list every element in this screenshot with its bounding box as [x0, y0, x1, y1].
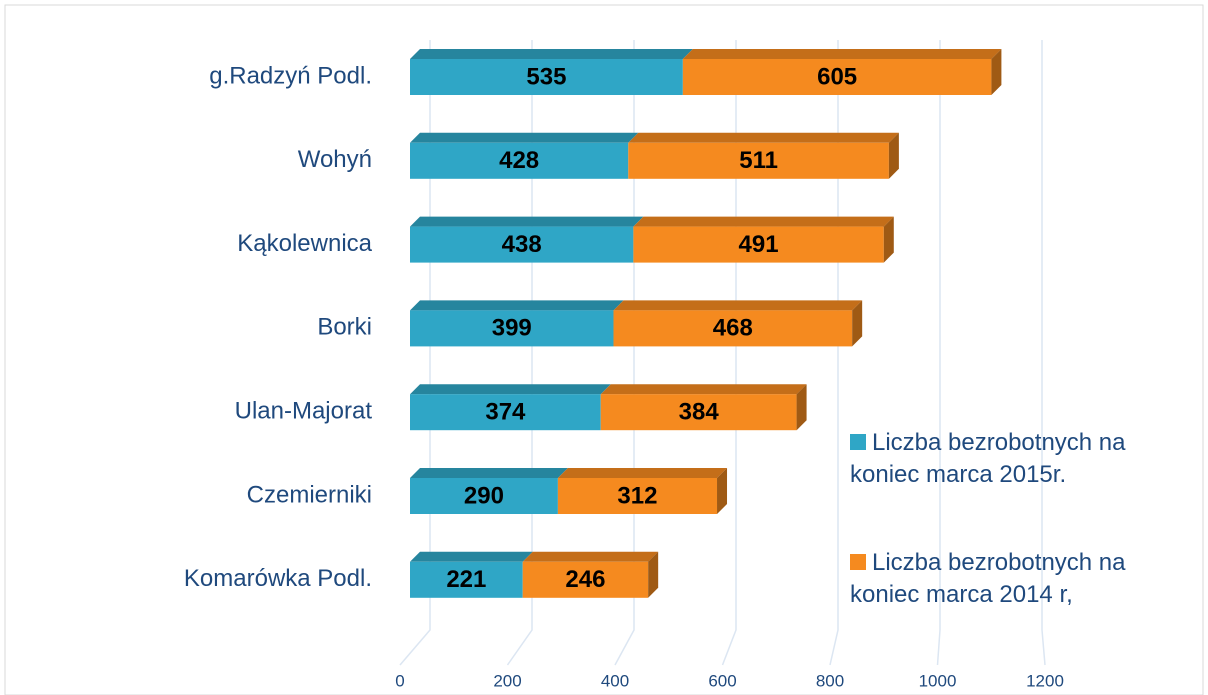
bar-top — [410, 132, 639, 143]
bar-top — [410, 300, 624, 311]
y-tick-label: Borki — [317, 314, 372, 341]
bar-top — [410, 384, 611, 395]
bar-top — [410, 551, 533, 562]
y-tick-label: g.Radzyń Podl. — [209, 62, 372, 89]
bar — [410, 394, 601, 431]
y-tick-label: Ulan-Majorat — [235, 398, 373, 425]
bar — [410, 310, 614, 347]
legend-entry: Liczba bezrobotnych na koniec marca 2014… — [850, 547, 1190, 611]
value-label: 374 — [485, 399, 526, 426]
bar — [410, 478, 558, 514]
value-label: 290 — [464, 482, 504, 509]
bar — [628, 142, 889, 179]
x-tick-label: 1200 — [1026, 671, 1064, 690]
x-tick-label: 600 — [708, 671, 736, 690]
bar — [682, 59, 992, 95]
value-label: 491 — [739, 231, 779, 258]
bar — [410, 142, 629, 179]
bar-top — [613, 300, 863, 311]
bar-top — [600, 384, 807, 395]
x-tick-label: 1000 — [919, 671, 957, 690]
bar-side — [717, 468, 728, 514]
legend-swatch — [850, 434, 866, 450]
bar — [522, 561, 649, 598]
bar-side — [991, 49, 1002, 95]
value-label: 511 — [739, 147, 778, 174]
bar-top — [633, 216, 894, 227]
legend-label: Liczba bezrobotnych na koniec marca 2015… — [850, 429, 1126, 488]
bar-top — [522, 551, 659, 562]
legend-entry: Liczba bezrobotnych na koniec marca 2015… — [850, 427, 1190, 491]
y-tick-label: Wohyń — [298, 146, 372, 173]
bar-top — [410, 468, 568, 478]
bar-side — [852, 300, 863, 347]
bar — [613, 310, 853, 347]
x-tick-label: 200 — [493, 671, 521, 690]
bar — [557, 478, 718, 514]
bar — [633, 226, 884, 263]
y-tick-label: Czemierniki — [247, 481, 372, 508]
value-label: 605 — [817, 63, 857, 90]
value-label: 384 — [679, 399, 720, 426]
bar — [600, 394, 797, 431]
y-tick-label: Komarówka Podl. — [184, 565, 372, 592]
bar-top — [410, 216, 644, 227]
grid-line — [936, 40, 941, 666]
bar-side — [883, 216, 894, 263]
bar-top — [628, 132, 899, 143]
bar-side — [648, 551, 659, 598]
bar — [410, 59, 683, 95]
value-label: 468 — [713, 315, 753, 342]
legend-swatch — [850, 554, 866, 570]
bar-top — [557, 468, 728, 478]
y-tick-label: Kąkolewnica — [237, 230, 372, 257]
frame — [4, 4, 1204, 695]
grid-line — [1041, 40, 1046, 666]
bar-top — [682, 49, 1002, 59]
value-label: 246 — [565, 566, 605, 593]
bar-side — [796, 384, 807, 431]
value-label: 221 — [446, 566, 486, 593]
value-label: 312 — [617, 482, 657, 509]
bar-side — [888, 132, 899, 179]
x-tick-label: 800 — [816, 671, 844, 690]
bar — [410, 561, 523, 598]
value-label: 428 — [499, 147, 539, 174]
x-tick-label: 400 — [601, 671, 629, 690]
value-label: 535 — [526, 63, 566, 90]
x-tick-label: 0 — [395, 671, 404, 690]
bar-top — [410, 49, 693, 59]
value-label: 438 — [502, 231, 542, 258]
legend-label: Liczba bezrobotnych na koniec marca 2014… — [850, 549, 1126, 608]
value-label: 399 — [492, 315, 532, 342]
bar — [410, 226, 634, 263]
